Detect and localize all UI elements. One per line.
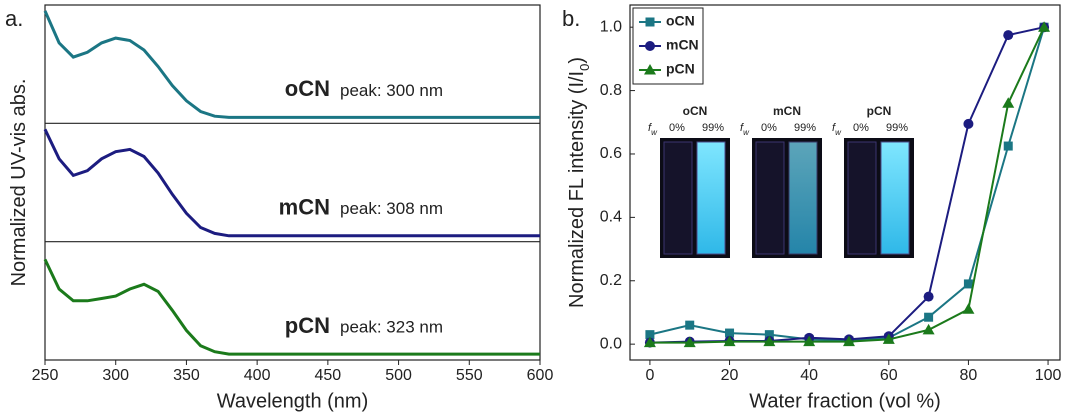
inset-fw-sub: w xyxy=(743,128,750,137)
x-tick-label: 500 xyxy=(385,367,412,384)
marker xyxy=(1003,141,1013,151)
series-line xyxy=(43,10,540,119)
x-tick-label: 20 xyxy=(721,367,739,384)
panel-label: a. xyxy=(5,6,23,31)
x-tick-label: 40 xyxy=(800,367,818,384)
vial-empty xyxy=(663,141,693,255)
peak-annotation: peak: 308 nm xyxy=(340,199,443,218)
marker xyxy=(924,312,934,322)
panel-label: b. xyxy=(562,6,580,31)
x-tick-label: 250 xyxy=(32,367,59,384)
inset-fw-label: 99% xyxy=(794,122,816,134)
marker xyxy=(962,303,975,314)
marker xyxy=(725,328,735,338)
x-tick-label: 100 xyxy=(1035,367,1062,384)
inset-fw-label: 0% xyxy=(853,122,869,134)
inset-fw-label: 0% xyxy=(761,122,777,134)
marker xyxy=(963,118,974,129)
x-tick-label: 450 xyxy=(315,367,342,384)
y-tick-label: 1.0 xyxy=(600,18,622,35)
vial-empty xyxy=(755,141,785,255)
y-axis-label-part: ) xyxy=(566,57,588,64)
legend-label: oCN xyxy=(666,13,695,29)
legend-label: mCN xyxy=(666,37,699,53)
peak-annotation: peak: 300 nm xyxy=(340,81,443,100)
x-tick-label: 0 xyxy=(645,367,654,384)
marker xyxy=(643,336,656,348)
vial-glow xyxy=(880,141,910,255)
vial-glow xyxy=(788,141,818,255)
y-axis-label-part: 0 xyxy=(577,64,592,71)
inset-title: pCN xyxy=(867,104,892,118)
y-axis-label-part: Normalized UV-vis abs. xyxy=(8,79,30,287)
inset-fw-f: f xyxy=(740,122,744,134)
y-tick-label: 0.4 xyxy=(600,209,622,226)
series-line xyxy=(43,258,540,356)
legend-label: pCN xyxy=(666,61,695,77)
y-axis-label: Normalized UV-vis abs. xyxy=(8,79,30,287)
vial-glow xyxy=(696,141,726,255)
series-label: pCN xyxy=(285,313,330,338)
marker xyxy=(1038,21,1051,32)
x-tick-label: 60 xyxy=(880,367,898,384)
marker xyxy=(685,320,695,330)
marker xyxy=(763,335,776,347)
y-axis-label: Normalized FL intensity (I/I0) xyxy=(566,57,592,308)
inset-fw: fw xyxy=(740,122,750,137)
marker xyxy=(882,333,895,344)
x-axis-label: Water fraction (vol %) xyxy=(749,390,941,412)
y-tick-label: 0.0 xyxy=(600,335,622,352)
peak-annotation: peak: 323 nm xyxy=(340,317,443,336)
marker xyxy=(803,335,816,347)
y-axis-label-part: Normalized FL intensity (I/I xyxy=(566,71,588,308)
inset-title: mCN xyxy=(773,104,801,118)
marker xyxy=(764,330,774,340)
x-tick-label: 400 xyxy=(244,367,271,384)
series-label: mCN xyxy=(279,194,330,219)
y-tick-label: 0.6 xyxy=(600,145,622,162)
inset-title: oCN xyxy=(683,104,708,118)
legend-marker xyxy=(644,64,656,75)
x-tick-label: 300 xyxy=(102,367,129,384)
inset-fw: fw xyxy=(648,122,658,137)
marker xyxy=(963,279,973,289)
x-axis-label: Wavelength (nm) xyxy=(217,390,369,412)
marker xyxy=(1002,97,1015,108)
marker xyxy=(922,323,935,335)
x-tick-label: 350 xyxy=(173,367,200,384)
plot-frame xyxy=(629,4,1061,361)
vial-empty xyxy=(847,141,877,255)
legend-marker xyxy=(645,17,655,27)
x-tick-label: 550 xyxy=(456,367,483,384)
y-tick-label: 0.8 xyxy=(600,82,622,99)
marker xyxy=(1003,30,1014,41)
inset-fw-sub: w xyxy=(835,128,842,137)
y-tick-label: 0.2 xyxy=(600,272,622,289)
x-tick-label: 80 xyxy=(960,367,978,384)
inset-fw-f: f xyxy=(832,122,836,134)
marker xyxy=(683,336,696,348)
marker xyxy=(842,335,855,347)
plot-frame xyxy=(44,4,541,361)
legend-marker xyxy=(645,41,655,51)
inset-fw: fw xyxy=(832,122,842,137)
x-tick-label: 600 xyxy=(527,367,554,384)
inset-fw-label: 99% xyxy=(702,122,724,134)
inset-fw-label: 0% xyxy=(669,122,685,134)
inset-fw-sub: w xyxy=(651,128,658,137)
marker xyxy=(645,330,655,340)
inset-fw-label: 99% xyxy=(886,122,908,134)
marker xyxy=(923,291,934,302)
marker xyxy=(723,335,736,347)
series-label: oCN xyxy=(285,76,330,101)
series-line xyxy=(43,128,540,238)
inset-fw-f: f xyxy=(648,122,652,134)
